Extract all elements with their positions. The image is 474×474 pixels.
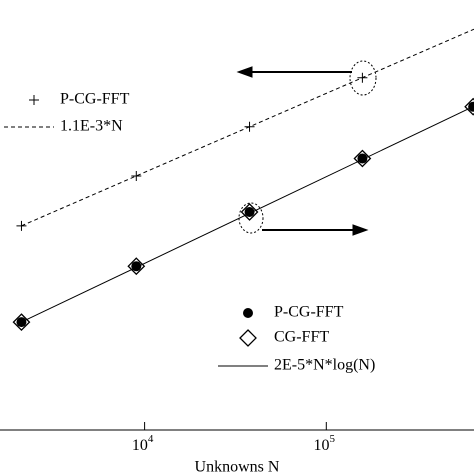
legend-symbol (239, 329, 257, 347)
plus-marker (16, 220, 27, 231)
arrow-head (236, 66, 253, 78)
arrow-head (352, 224, 369, 236)
legend-symbol (243, 308, 253, 318)
dot-marker (357, 153, 368, 164)
plus-marker (131, 170, 142, 181)
diamond-marker (464, 97, 474, 116)
series-line (21, 28, 474, 227)
legend-label: CG-FFT (274, 329, 329, 346)
legend-label: 1.1E-3*N (60, 118, 123, 135)
annotations (236, 60, 377, 236)
diamond-marker (240, 203, 259, 221)
legend-label: P-CG-FFT (274, 304, 344, 321)
highlight-ellipse (238, 202, 264, 234)
series-line (21, 105, 474, 323)
diamond-marker (353, 149, 372, 168)
legend-symbol (29, 95, 39, 105)
tick-base: 10 (132, 437, 148, 454)
x-axis-label: Unknowns N (195, 459, 280, 474)
x-tick-label: 104 (132, 433, 154, 454)
legend-label: P-CG-FFT (60, 91, 130, 108)
dot-marker (468, 101, 474, 112)
legend-label: 2E-5*N*log(N) (274, 357, 375, 374)
tick-exponent: 5 (330, 433, 336, 445)
tick-base: 10 (314, 437, 330, 454)
tick-exponent: 4 (148, 433, 154, 445)
diamond-marker (127, 257, 146, 276)
highlight-ellipse (349, 60, 377, 96)
x-tick-label: 105 (314, 433, 336, 454)
